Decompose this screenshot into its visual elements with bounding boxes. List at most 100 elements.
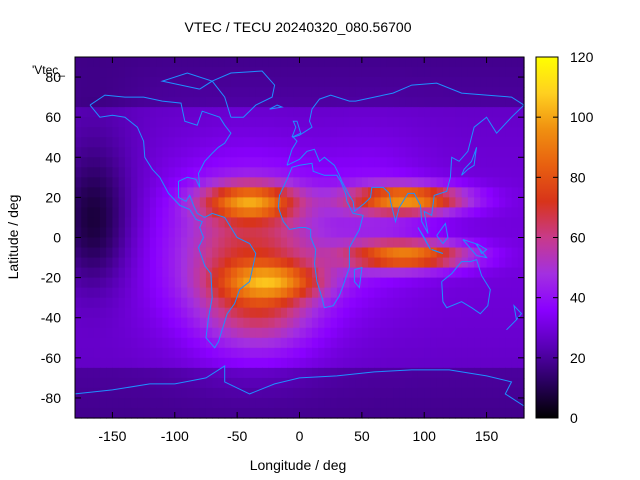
heatmap-cell	[311, 57, 319, 68]
heatmap-cell	[212, 167, 220, 178]
heatmap-cell	[199, 247, 207, 259]
heatmap-cell	[461, 407, 469, 419]
heatmap-cell	[399, 397, 407, 409]
heatmap-cell	[243, 267, 251, 279]
heatmap-cell	[349, 307, 357, 319]
heatmap-cell	[224, 87, 232, 98]
heatmap-cell	[455, 317, 463, 329]
heatmap-cell	[287, 347, 294, 359]
heatmap-cell	[492, 97, 500, 108]
heatmap-cell	[93, 307, 101, 319]
heatmap-cell	[149, 297, 157, 309]
heatmap-cell	[455, 67, 463, 78]
heatmap-cell	[355, 177, 363, 188]
heatmap-cell	[455, 167, 463, 178]
heatmap-cell	[168, 247, 176, 259]
heatmap-cell	[324, 237, 332, 249]
heatmap-cell	[168, 137, 176, 148]
heatmap-cell	[374, 377, 382, 389]
heatmap-cell	[218, 257, 226, 269]
heatmap-cell	[467, 297, 475, 309]
heatmap-cell	[499, 87, 506, 98]
heatmap-cell	[205, 257, 213, 269]
heatmap-cell	[330, 157, 338, 168]
heatmap-cell	[137, 327, 145, 339]
heatmap-cell	[112, 177, 120, 188]
heatmap-cell	[212, 177, 220, 188]
heatmap-cell	[405, 407, 413, 419]
heatmap-cell	[249, 127, 257, 138]
heatmap-cell	[405, 117, 413, 128]
heatmap-cell	[386, 297, 394, 309]
heatmap-cell	[330, 277, 338, 289]
heatmap-cell	[318, 247, 326, 259]
heatmap-cell	[311, 297, 319, 309]
heatmap-cell	[137, 237, 145, 249]
heatmap-cell	[205, 117, 213, 128]
heatmap-cell	[343, 337, 350, 349]
heatmap-cell	[442, 367, 450, 379]
heatmap-cell	[417, 87, 425, 98]
heatmap-cell	[162, 187, 170, 198]
heatmap-cell	[143, 157, 151, 168]
heatmap-cell	[511, 247, 519, 259]
heatmap-cell	[399, 187, 407, 198]
heatmap-cell	[75, 87, 82, 98]
heatmap-cell	[243, 167, 251, 178]
heatmap-cell	[430, 357, 438, 369]
heatmap-cell	[499, 347, 506, 359]
heatmap-cell	[467, 77, 475, 88]
heatmap-cell	[374, 57, 382, 68]
heatmap-cell	[336, 267, 344, 279]
heatmap-cell	[131, 237, 138, 249]
heatmap-cell	[162, 197, 170, 209]
heatmap-cell	[274, 117, 282, 128]
heatmap-cell	[349, 177, 357, 188]
heatmap-cell	[293, 367, 301, 379]
heatmap-cell	[361, 277, 369, 289]
heatmap-cell	[449, 117, 457, 128]
heatmap-cell	[430, 347, 438, 359]
heatmap-cell	[436, 207, 444, 219]
heatmap-cell	[218, 297, 226, 309]
heatmap-cell	[349, 397, 357, 409]
heatmap-cell	[361, 307, 369, 319]
heatmap-cell	[430, 127, 438, 138]
heatmap-cell	[149, 177, 157, 188]
heatmap-cell	[224, 277, 232, 289]
heatmap-cell	[311, 227, 319, 239]
heatmap-cell	[386, 247, 394, 259]
heatmap-cell	[99, 297, 107, 309]
heatmap-cell	[118, 347, 126, 359]
heatmap-cell	[505, 67, 513, 78]
heatmap-cell	[274, 307, 282, 319]
heatmap-cell	[374, 137, 382, 148]
heatmap-cell	[393, 137, 400, 148]
heatmap-cell	[324, 197, 332, 209]
heatmap-cell	[268, 357, 276, 369]
heatmap-cell	[449, 137, 457, 148]
heatmap-cell	[442, 267, 450, 279]
heatmap-cell	[181, 187, 188, 198]
heatmap-cell	[368, 297, 375, 309]
heatmap-cell	[75, 207, 82, 219]
heatmap-cell	[255, 147, 263, 158]
heatmap-cell	[311, 157, 319, 168]
heatmap-cell	[474, 287, 481, 299]
heatmap-cell	[237, 117, 244, 128]
heatmap-cell	[293, 197, 301, 209]
heatmap-cell	[355, 257, 363, 269]
heatmap-cell	[174, 307, 182, 319]
heatmap-cell	[318, 267, 326, 279]
heatmap-cell	[156, 137, 163, 148]
heatmap-cell	[474, 407, 481, 419]
heatmap-cell	[293, 307, 301, 319]
heatmap-cell	[93, 337, 101, 349]
heatmap-cell	[305, 187, 313, 198]
heatmap-cell	[318, 347, 326, 359]
heatmap-cell	[243, 137, 251, 148]
heatmap-cell	[143, 147, 151, 158]
heatmap-cell	[511, 137, 519, 148]
heatmap-cell	[318, 317, 326, 329]
heatmap-cell	[336, 337, 344, 349]
